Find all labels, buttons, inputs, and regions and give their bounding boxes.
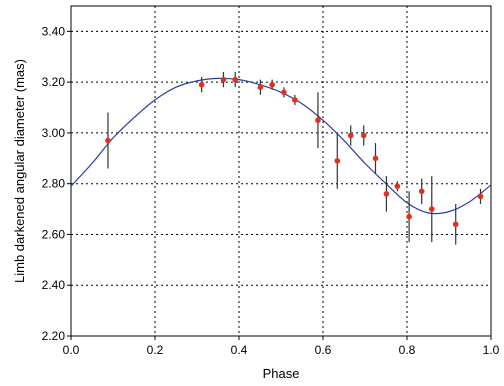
y-tick-label: 3.00	[42, 126, 66, 140]
data-point	[348, 133, 354, 139]
y-tick-label: 2.80	[42, 177, 66, 191]
y-axis-title: Limb darkened angular diameter (mas)	[12, 59, 27, 283]
x-tick-label: 0.2	[147, 343, 164, 357]
y-tick-label: 2.40	[42, 278, 66, 292]
data-point	[429, 206, 435, 212]
data-point	[269, 82, 275, 88]
data-point	[281, 90, 287, 96]
x-tick-label: 0.4	[231, 343, 248, 357]
model-curve-line	[71, 78, 491, 213]
data-point	[419, 189, 425, 195]
x-tick-label: 0.6	[315, 343, 332, 357]
y-tick-label: 2.60	[42, 227, 66, 241]
data-point	[373, 156, 379, 162]
data-point	[453, 222, 459, 228]
x-tick-label: 0.0	[63, 343, 80, 357]
data-point	[478, 194, 484, 200]
data-point	[334, 158, 340, 164]
x-axis-title: Phase	[263, 366, 300, 381]
data-point	[199, 82, 205, 88]
plot-frame	[71, 6, 491, 336]
curve-layer	[71, 78, 491, 213]
data-point	[395, 183, 401, 189]
x-tick-label: 1.0	[483, 343, 500, 357]
data-point	[315, 117, 321, 123]
data-point	[232, 77, 238, 83]
data-point	[361, 133, 367, 139]
y-tick-label: 2.20	[42, 329, 66, 343]
data-point	[406, 214, 412, 220]
x-axis: 0.0 0.2 0.4 0.6 0.8 1.0	[63, 336, 500, 357]
data-point	[384, 191, 390, 197]
points-layer	[105, 72, 483, 245]
data-point	[105, 138, 111, 144]
data-point	[258, 84, 264, 90]
data-point	[292, 97, 298, 103]
data-point	[221, 77, 227, 83]
x-tick-label: 0.8	[399, 343, 416, 357]
y-tick-label: 3.40	[42, 24, 66, 38]
y-tick-label: 3.20	[42, 75, 66, 89]
y-axis: 2.20 2.40 2.60 2.80 3.00 3.20 3.40	[42, 24, 71, 343]
grid	[71, 6, 491, 336]
